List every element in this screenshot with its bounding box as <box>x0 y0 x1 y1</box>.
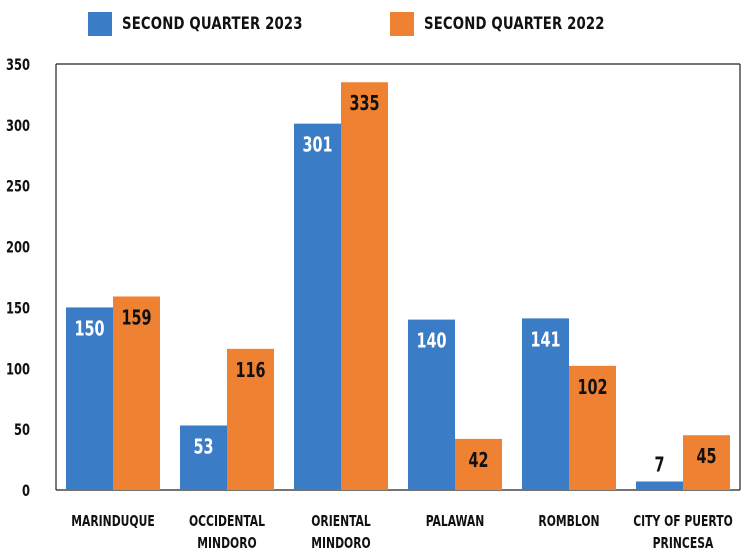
y-tick-label: 150 <box>6 300 30 318</box>
bar-2023[interactable] <box>636 481 683 490</box>
data-label-2022: 45 <box>696 446 716 469</box>
bar-2022[interactable] <box>569 365 616 490</box>
legend-swatch-2023 <box>88 12 113 36</box>
bar-2023[interactable] <box>180 425 227 490</box>
y-tick-label: 50 <box>14 422 30 440</box>
y-tick-label: 200 <box>6 239 30 257</box>
bar-2022[interactable] <box>455 438 502 490</box>
data-label-2023: 7 <box>654 454 664 477</box>
x-tick-label: PALAWAN <box>426 513 485 531</box>
bar-2022[interactable] <box>113 296 160 490</box>
data-label-2022: 335 <box>349 93 379 116</box>
x-tick-label: ROMBLON <box>538 513 599 531</box>
data-label-2022: 159 <box>121 307 151 330</box>
data-label-2023: 141 <box>530 329 560 352</box>
y-tick-label: 250 <box>6 178 30 196</box>
x-tick-label: OCCIDENTAL <box>189 513 265 531</box>
x-tick-label: MARINDUQUE <box>71 513 154 531</box>
bar-2023[interactable] <box>66 307 113 490</box>
legend-label-2022: SECOND QUARTER 2022 <box>424 14 605 34</box>
legend-item-2022[interactable]: SECOND QUARTER 2022 <box>390 12 656 36</box>
data-label-2023: 140 <box>416 330 446 353</box>
data-label-2022: 116 <box>235 359 265 382</box>
data-label-2023: 150 <box>74 318 104 341</box>
x-tick-label: CITY OF PUERTO <box>633 513 733 531</box>
chart-legend: SECOND QUARTER 2023 SECOND QUARTER 2022 <box>0 12 744 36</box>
data-label-2022: 102 <box>577 376 607 399</box>
y-tick-label: 100 <box>6 361 30 379</box>
legend-item-2023[interactable]: SECOND QUARTER 2023 <box>88 12 354 36</box>
y-tick-label: 0 <box>22 483 30 501</box>
bar-2022[interactable] <box>341 82 388 490</box>
legend-label-2023: SECOND QUARTER 2023 <box>122 14 304 34</box>
bar-2022[interactable] <box>683 435 730 490</box>
y-tick-label: 350 <box>6 57 30 75</box>
legend-swatch-2022 <box>390 12 414 36</box>
data-label-2023: 53 <box>193 436 213 459</box>
x-tick-label: MINDORO <box>311 535 370 553</box>
x-tick-label: ORIENTAL <box>311 513 371 531</box>
data-label-2023: 301 <box>302 134 332 157</box>
y-tick-label: 300 <box>6 118 30 136</box>
bar-2023[interactable] <box>522 318 569 490</box>
data-label-2022: 42 <box>468 449 488 472</box>
bar-2023[interactable] <box>408 319 455 490</box>
x-tick-label: PRINCESA <box>653 535 714 553</box>
x-tick-label: MINDORO <box>197 535 256 553</box>
bar-2022[interactable] <box>227 348 274 490</box>
bar-2023[interactable] <box>294 123 341 490</box>
